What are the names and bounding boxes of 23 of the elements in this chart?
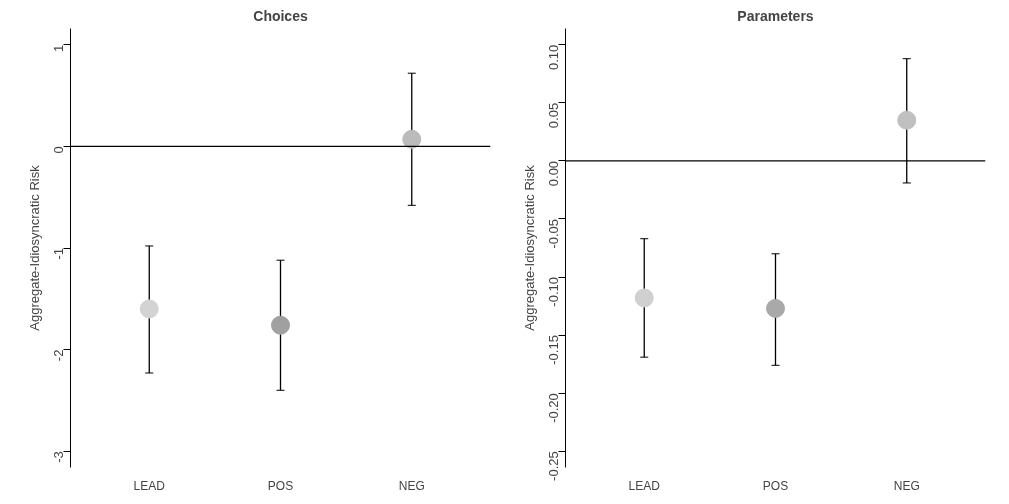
y-tick-label: -0.20	[546, 393, 561, 423]
x-tick-label: NEG	[398, 478, 425, 493]
y-tick-label: -0.05	[546, 218, 561, 249]
chart-title: Choices	[253, 7, 308, 24]
y-tick-label: -1	[51, 248, 66, 260]
y-tick-label: -2	[51, 349, 66, 362]
y-tick-label: 0.00	[546, 160, 561, 187]
y-tick-label: 0.05	[546, 102, 561, 129]
y-tick-label: 0.10	[546, 44, 561, 71]
x-tick-label: NEG	[893, 478, 920, 493]
y-tick-label: -0.25	[546, 451, 561, 481]
chart-title: Parameters	[737, 7, 814, 24]
y-tick-label: 1	[51, 44, 66, 52]
x-tick-label: LEAD	[133, 478, 166, 493]
y-tick-label: -3	[51, 451, 66, 463]
y-tick-label: -0.15	[546, 335, 561, 365]
x-tick-label: POS	[762, 478, 789, 493]
x-tick-label: LEAD	[628, 478, 661, 493]
x-tick-label: POS	[267, 478, 294, 493]
y-axis-title: Aggregate-Idiosyncratic Risk	[521, 164, 537, 331]
y-tick-label: 0	[51, 146, 66, 154]
y-axis-title: Aggregate-Idiosyncratic Risk	[26, 164, 42, 331]
y-tick-label: -0.10	[546, 277, 561, 307]
